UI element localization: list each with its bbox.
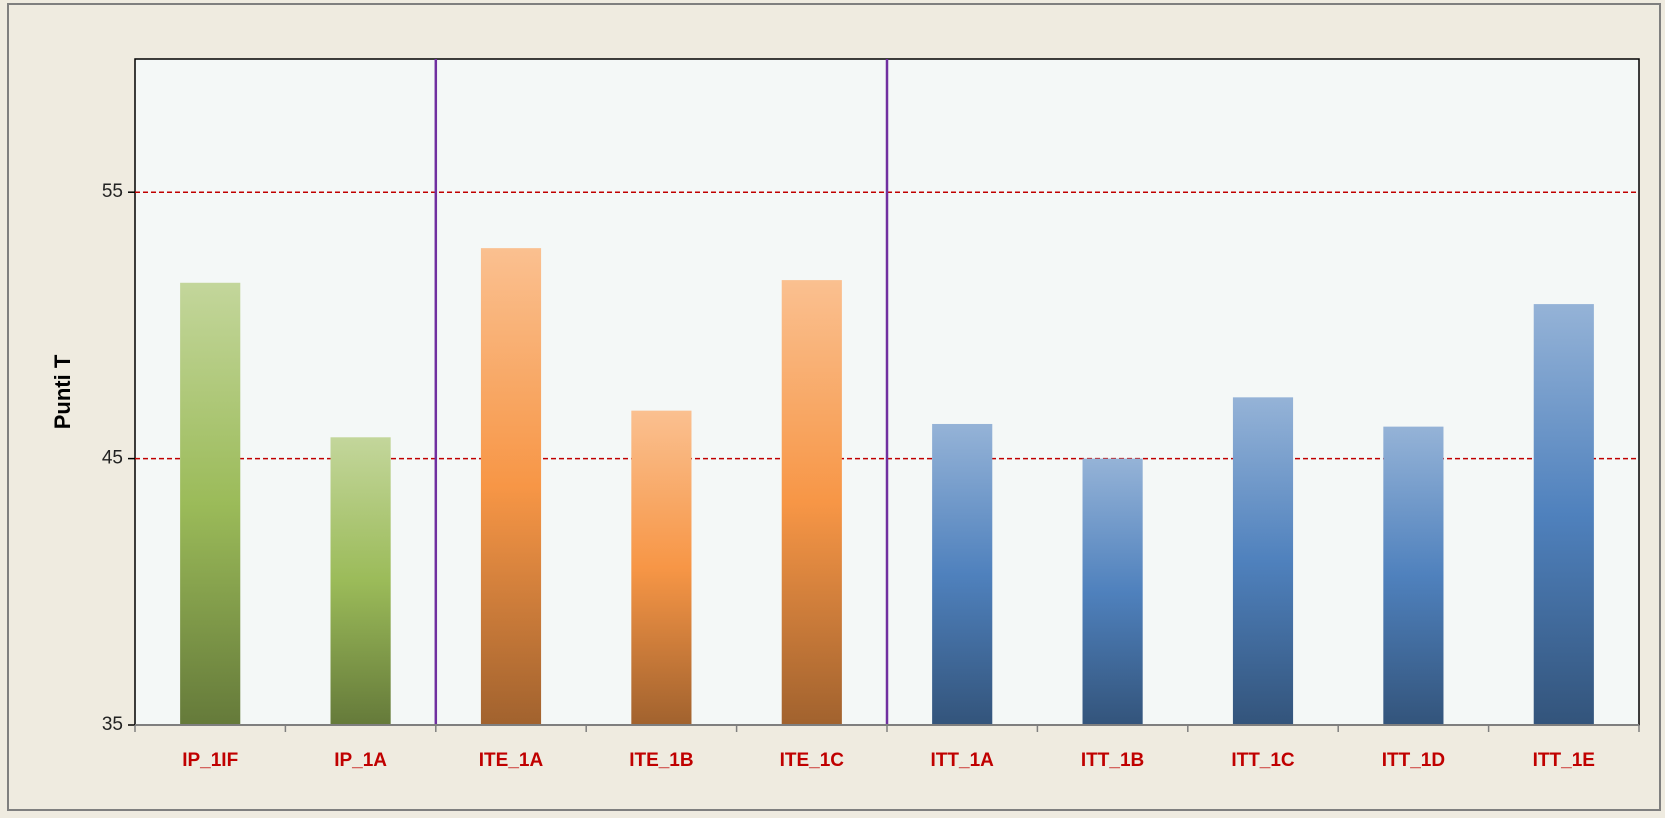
bar bbox=[1082, 458, 1143, 725]
x-tick-label: ITE_1C bbox=[780, 750, 845, 771]
y-tick-label: 55 bbox=[102, 181, 123, 202]
bar bbox=[1533, 304, 1594, 725]
x-tick-label: ITT_1B bbox=[1081, 750, 1144, 771]
x-tick-label: ITT_1D bbox=[1382, 750, 1445, 771]
x-tick-label: ITE_1B bbox=[629, 750, 693, 771]
x-tick-label: IP_1A bbox=[334, 750, 387, 771]
x-tick-label: ITT_1C bbox=[1231, 750, 1295, 771]
y-axis-label: Punti T bbox=[50, 354, 75, 429]
bar bbox=[1383, 426, 1444, 725]
bar bbox=[480, 248, 542, 726]
x-tick-label: ITE_1A bbox=[479, 750, 544, 771]
bar bbox=[781, 280, 842, 725]
y-tick-label: 35 bbox=[102, 714, 123, 735]
x-tick-label: ITT_1E bbox=[1533, 750, 1595, 771]
x-tick-label: IP_1IF bbox=[182, 750, 238, 771]
bar bbox=[631, 410, 692, 725]
x-tick-label: ITT_1A bbox=[931, 750, 995, 771]
y-tick-label: 45 bbox=[102, 448, 123, 469]
bar bbox=[330, 437, 391, 725]
bar bbox=[932, 423, 993, 725]
bar bbox=[1232, 397, 1294, 725]
bar bbox=[180, 282, 241, 725]
